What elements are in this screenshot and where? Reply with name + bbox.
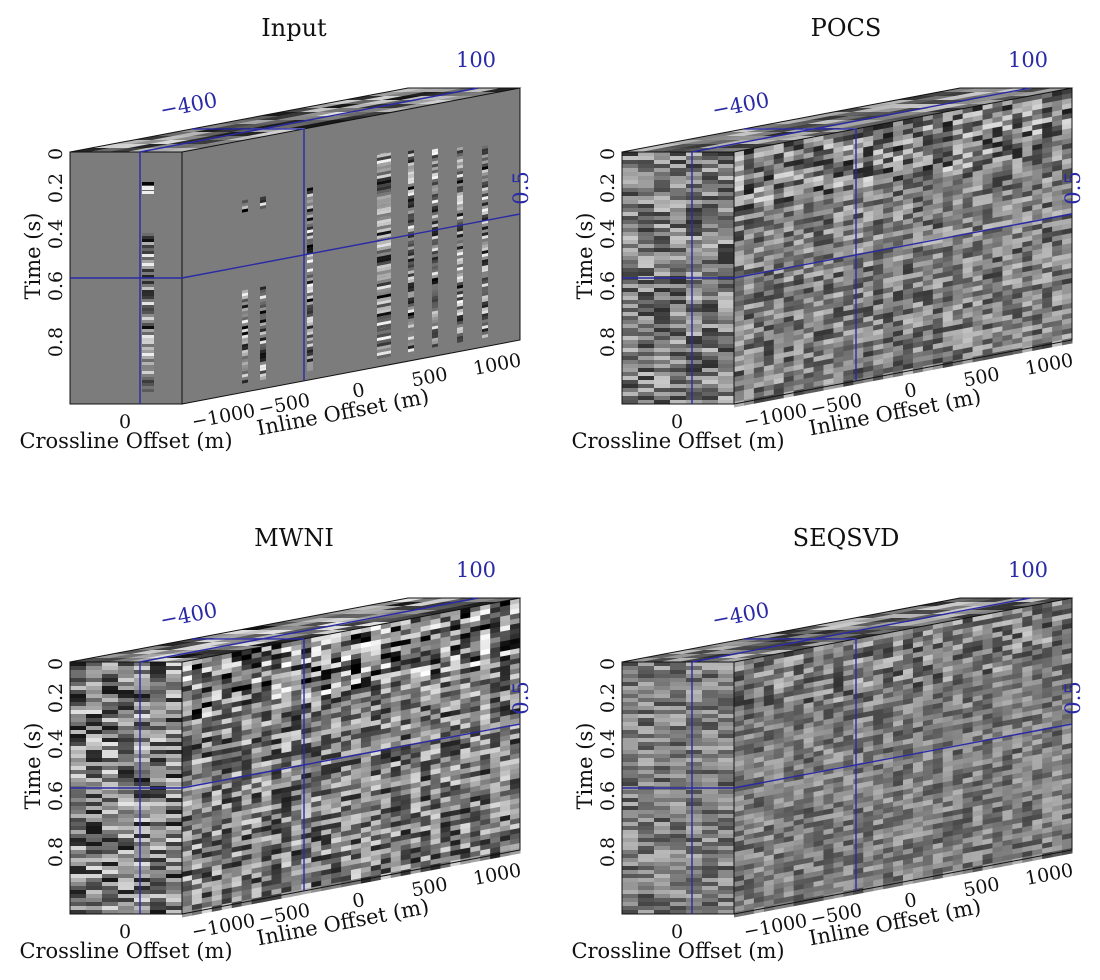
cube-edges bbox=[69, 87, 521, 405]
time-tick: 0.4 bbox=[597, 729, 619, 759]
inline-tick: 1000 bbox=[471, 859, 523, 890]
time-axis-label: Time (s) bbox=[573, 723, 597, 810]
crossline-time-slice bbox=[70, 662, 183, 915]
inline-tick: 0 bbox=[903, 889, 919, 913]
inline-slice-label: 100 bbox=[456, 48, 496, 72]
time-tick: 0.2 bbox=[45, 173, 67, 203]
time-tick: 0.4 bbox=[597, 219, 619, 249]
inline-slice-label: 100 bbox=[456, 558, 496, 582]
time-axis-label: Time (s) bbox=[573, 213, 597, 300]
crossline-tick: 0 bbox=[671, 411, 683, 433]
slice-lines bbox=[70, 597, 521, 914]
crossline-tick: 0 bbox=[671, 921, 683, 943]
time-tick: 0.8 bbox=[597, 837, 619, 867]
chart-title: MWNI bbox=[254, 524, 334, 552]
time-axis-label: Time (s) bbox=[21, 723, 45, 810]
inline-slice-label: 100 bbox=[1008, 48, 1048, 72]
time-tick: 0.8 bbox=[45, 837, 67, 867]
inline-tick: 0 bbox=[903, 379, 919, 403]
inline-tick: 0 bbox=[351, 889, 367, 913]
cube-edges bbox=[69, 597, 521, 915]
crossline-slice-label: −400 bbox=[710, 88, 771, 123]
inline-tick: 1000 bbox=[471, 349, 523, 380]
time-tick: 0.4 bbox=[45, 729, 67, 759]
time-tick: 0 bbox=[45, 148, 67, 160]
cube-edges bbox=[621, 87, 1073, 405]
crossline-tick: 0 bbox=[119, 411, 131, 433]
inline-axis-label: Inline Offset (m) bbox=[255, 894, 431, 950]
inline-tick: 1000 bbox=[1023, 349, 1075, 380]
time-tick: 0.6 bbox=[597, 271, 619, 301]
inline-axis-label: Inline Offset (m) bbox=[807, 894, 983, 950]
time-tick: 0.2 bbox=[597, 683, 619, 713]
time-tick: 0.6 bbox=[597, 781, 619, 811]
inline-time-slice bbox=[734, 87, 1073, 408]
chart-title: Input bbox=[261, 14, 327, 42]
time-tick: 0.8 bbox=[45, 327, 67, 357]
crossline-slice-label: −400 bbox=[158, 88, 219, 123]
time-slice-label: 0.5 bbox=[1061, 171, 1085, 204]
crossline-axis-label: Crossline Offset (m) bbox=[571, 429, 784, 453]
crossline-slice-label: −400 bbox=[158, 598, 219, 633]
inline-tick: 1000 bbox=[1023, 859, 1075, 890]
time-tick: 0 bbox=[597, 148, 619, 160]
inline-axis-label: Inline Offset (m) bbox=[255, 384, 431, 440]
time-slice-label: 0.5 bbox=[509, 681, 533, 714]
time-tick: 0.6 bbox=[45, 271, 67, 301]
crossline-axis-label: Crossline Offset (m) bbox=[571, 939, 784, 963]
crossline-slice-label: −400 bbox=[710, 598, 771, 633]
time-tick: 0.8 bbox=[597, 327, 619, 357]
slice-lines bbox=[622, 597, 1073, 914]
top-slice bbox=[70, 87, 522, 152]
crossline-tick: 0 bbox=[119, 921, 131, 943]
time-tick: 0.2 bbox=[597, 173, 619, 203]
time-axis-label: Time (s) bbox=[21, 213, 45, 300]
slice-lines bbox=[70, 87, 521, 404]
cube-edges bbox=[621, 597, 1073, 915]
time-tick: 0.6 bbox=[45, 781, 67, 811]
time-slice-label: 0.5 bbox=[509, 171, 533, 204]
time-tick: 0.2 bbox=[45, 683, 67, 713]
time-slice-label: 0.5 bbox=[1061, 681, 1085, 714]
inline-tick: 0 bbox=[351, 379, 367, 403]
slice-lines bbox=[622, 87, 1073, 404]
chart-title: SEQSVD bbox=[793, 524, 900, 552]
crossline-axis-label: Crossline Offset (m) bbox=[19, 429, 232, 453]
inline-axis-label: Inline Offset (m) bbox=[807, 384, 983, 440]
inline-slice-label: 100 bbox=[1008, 558, 1048, 582]
crossline-axis-label: Crossline Offset (m) bbox=[19, 939, 232, 963]
time-tick: 0 bbox=[45, 658, 67, 670]
time-tick: 0 bbox=[597, 658, 619, 670]
chart-title: POCS bbox=[811, 14, 882, 42]
time-tick: 0.4 bbox=[45, 219, 67, 249]
